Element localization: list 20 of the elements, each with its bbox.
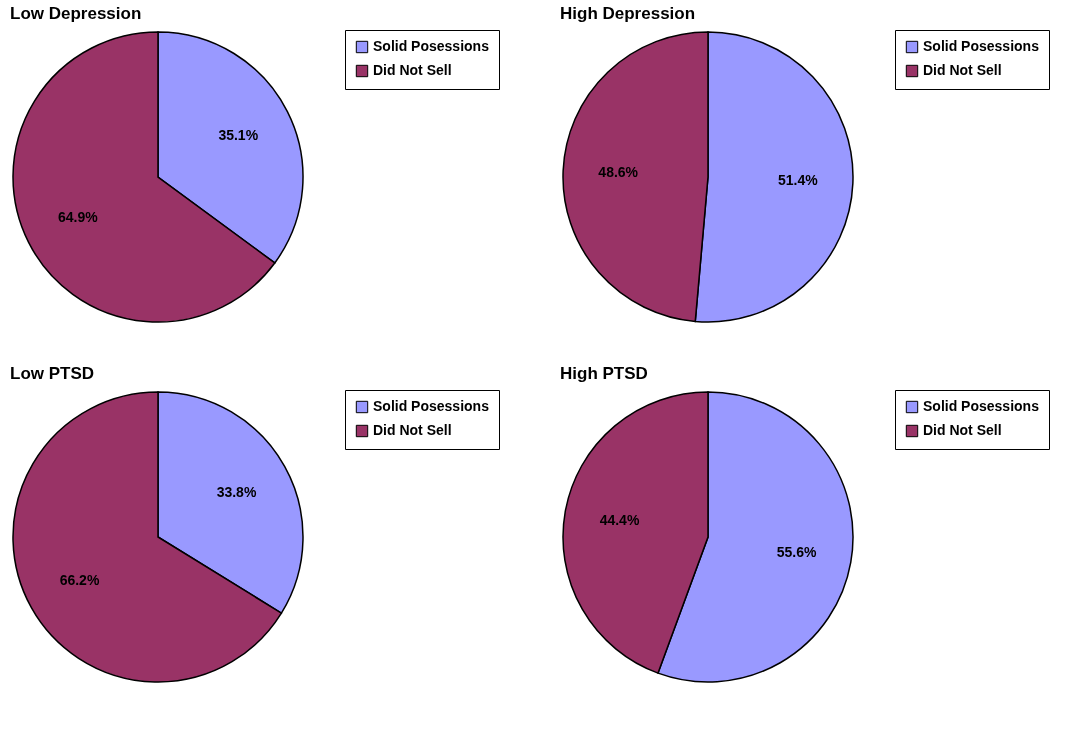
data-label: 55.6%: [776, 543, 817, 560]
chart-title: High Depression: [560, 4, 696, 23]
legend-label: Solid Posessions: [373, 38, 490, 54]
legend-label: Solid Posessions: [923, 398, 1040, 414]
data-label: 48.6%: [598, 164, 639, 181]
legend-label: Solid Posessions: [923, 38, 1040, 54]
legend-label: Did Not Sell: [923, 62, 1002, 78]
chart-title: High PTSD: [560, 364, 648, 383]
data-label: 33.8%: [216, 484, 257, 501]
legend-label: Did Not Sell: [373, 422, 452, 438]
data-label: 66.2%: [59, 571, 100, 588]
data-label: 51.4%: [777, 171, 819, 188]
legend-label: Did Not Sell: [923, 422, 1002, 438]
data-label: 35.1%: [218, 127, 259, 144]
legend-label: Did Not Sell: [373, 62, 452, 78]
data-label: 64.9%: [57, 208, 99, 225]
data-label: 44.4%: [599, 512, 640, 529]
chart-title: Low PTSD: [10, 364, 95, 383]
legend-label: Solid Posessions: [373, 398, 490, 414]
chart-title: Low Depression: [10, 4, 142, 23]
